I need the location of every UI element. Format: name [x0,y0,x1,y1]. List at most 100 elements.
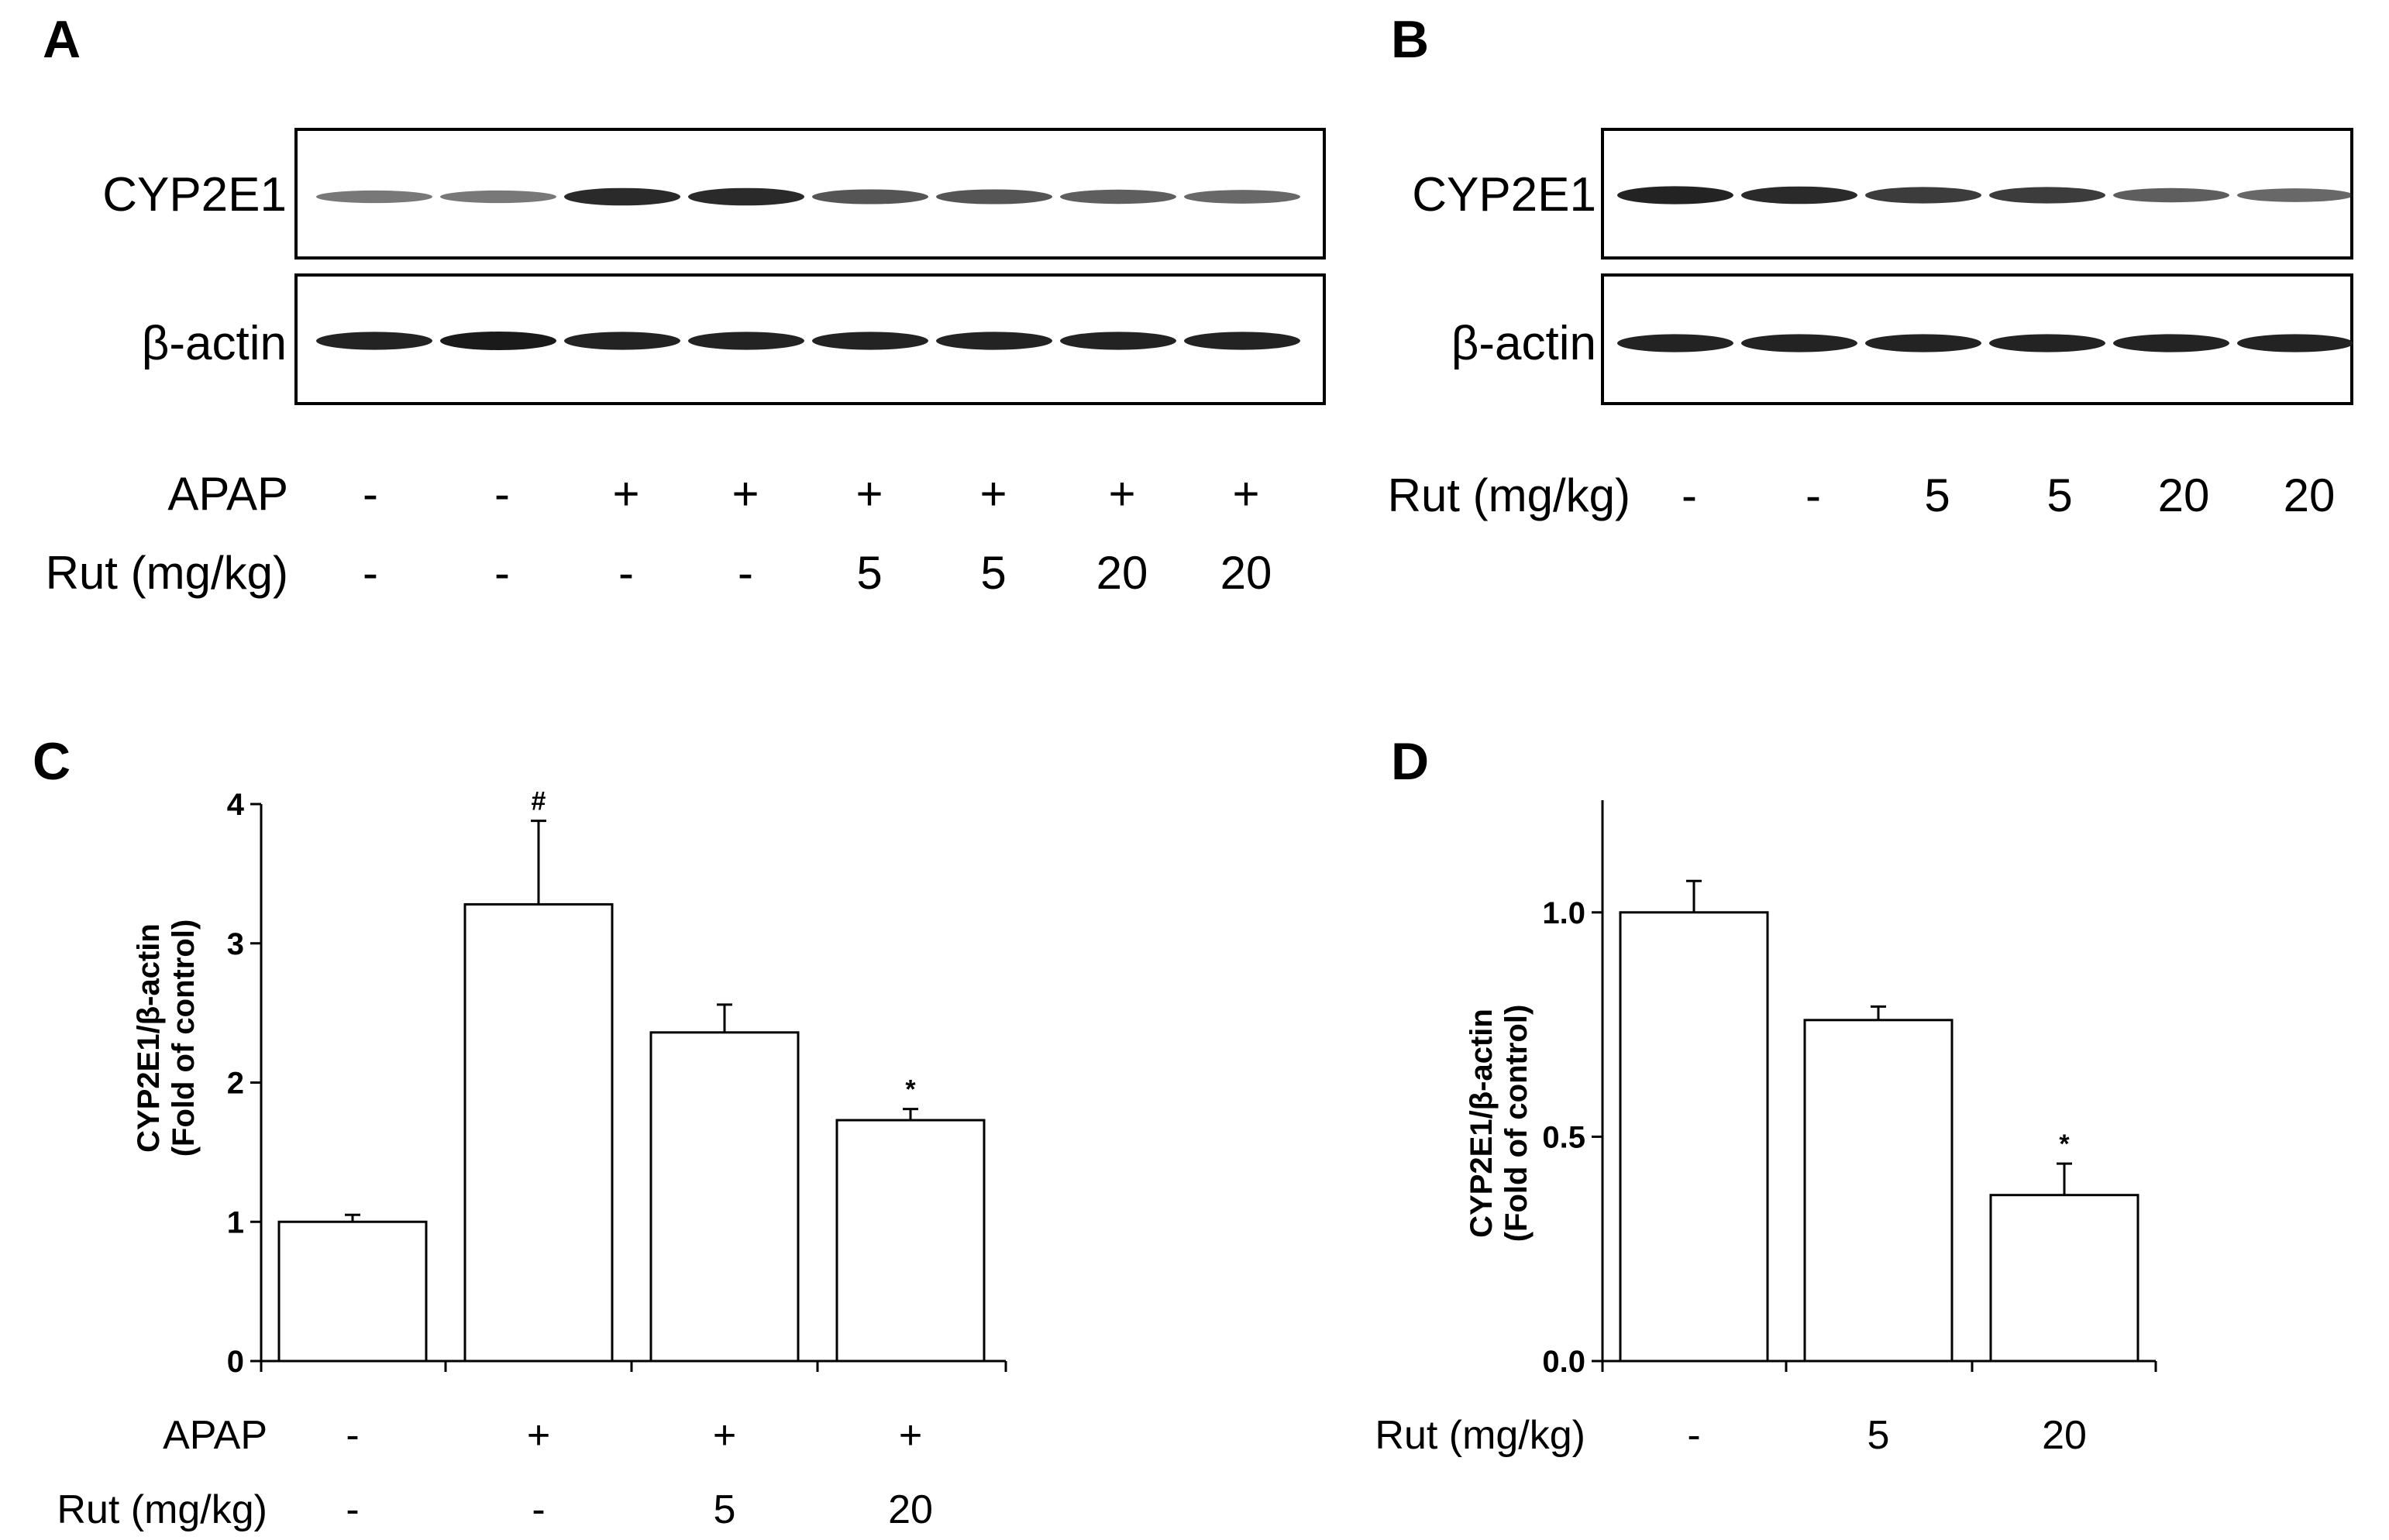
condition-value: 20 [1220,547,1272,599]
bar [463,902,614,1363]
condition-value: + [855,468,883,520]
cyp2e1-band [1060,189,1176,205]
panel-letter-a: A [43,10,81,69]
actin-band [440,332,556,350]
condition-value: 5 [2046,469,2072,521]
bands-b-cyp2e1 [1617,186,2353,205]
cyp2e1-band [812,189,928,205]
y-tick-label: 2 [227,1067,244,1101]
row-a-apap-values: - - + + + + + + [363,468,1260,520]
blot-b-actin-label: β-actin [1451,317,1596,370]
panel-a-conditions: APAP Rut (mg/kg) - - + + + + + + - - - - 5 5 20 20 [46,468,1272,599]
cyp2e1-band [1741,186,1857,205]
actin-band [2237,334,2353,352]
panel-letter-c: C [33,732,71,791]
bar [835,1119,986,1363]
bar [1989,1194,2139,1363]
chart-d-ylabel-line2: (Fold of control) [1499,1005,1534,1243]
condition-value: - [363,468,378,520]
y-tick-label: 0.0 [1542,1345,1585,1379]
row-c-apap-label: APAP [163,1413,267,1458]
condition-value: - [532,1487,545,1532]
chart-d: CYP2E1/β-actin (Fold of control) 0.0 0.5 1… [1375,800,2157,1458]
cyp2e1-band [2113,187,2229,203]
condition-value: 20 [2158,469,2210,521]
condition-value: - [1687,1413,1700,1458]
condition-value: - [1682,469,1697,521]
actin-band [688,332,804,350]
row-a-rut-values: - - - - 5 5 20 20 [363,547,1272,599]
row-d-rut-label: Rut (mg/kg) [1375,1413,1585,1458]
actin-band [564,332,680,350]
chart-c-ylabel-line2: (Fold of control) [167,920,201,1157]
condition-value: - [346,1487,359,1532]
condition-value: 5 [1924,469,1950,521]
actin-band [1060,332,1176,350]
cyp2e1-band [1184,190,1300,204]
condition-value: + [527,1413,550,1458]
blot-a-actin-label: β-actin [142,317,287,370]
condition-value: - [738,547,753,599]
condition-value: + [979,468,1007,520]
condition-value: 5 [856,547,882,599]
condition-value: 5 [980,547,1006,599]
panel-b-conditions: Rut (mg/kg) - - 5 5 20 20 [1388,469,2336,521]
condition-value: - [618,547,634,599]
panel-a-blots: CYP2E1 β-actin [102,128,1326,405]
condition-value: + [899,1413,922,1458]
cyp2e1-band [440,190,556,204]
chart-d-ylabel-line1: CYP2E1/β-actin [1465,1009,1499,1238]
actin-band [1617,334,1733,352]
condition-value: + [1108,468,1135,520]
condition-value: 20 [2042,1413,2087,1458]
significance-mark: # [532,787,546,816]
actin-band [1184,332,1300,350]
significance-mark: * [2059,1129,2070,1159]
bands-a-actin [316,332,1300,350]
cyp2e1-band [936,189,1052,205]
cyp2e1-band [316,190,432,204]
cyp2e1-band [1617,186,1733,205]
blot-b-cyp2e1-label: CYP2E1 [1412,168,1596,222]
panel-b-blots: CYP2E1 β-actin [1412,128,2353,405]
condition-value: - [363,547,378,599]
condition-value: + [732,468,759,520]
row-b-rut-values: - - 5 5 20 20 [1682,469,2335,521]
condition-value: - [346,1413,359,1458]
condition-value: 20 [2284,469,2336,521]
condition-value: - [494,547,510,599]
y-tick-label: 1 [227,1205,244,1239]
y-tick-label: 0.5 [1542,1120,1585,1154]
y-tick-label: 1.0 [1542,896,1585,930]
condition-value: - [494,468,510,520]
cyp2e1-band [564,187,680,206]
cyp2e1-band [688,187,804,206]
row-b-rut-label: Rut (mg/kg) [1388,469,1630,521]
actin-band [316,332,432,350]
chart-c-ylabel-line1: CYP2E1/β-actin [132,923,166,1153]
condition-value: + [1232,468,1259,520]
chart-c: CYP2E1/β-actin (Fold of control) 0 1 2 3 4 # *… [57,787,1007,1532]
actin-band [1865,334,1981,352]
condition-value: 20 [1096,547,1148,599]
row-c-rut-label: Rut (mg/kg) [57,1487,267,1532]
actin-band [2113,334,2229,352]
significance-mark: * [905,1075,916,1105]
condition-value: 20 [888,1487,933,1532]
cyp2e1-band [1865,187,1981,204]
row-a-apap-label: APAP [167,468,288,520]
y-tick-label: 3 [227,927,244,961]
condition-value: + [713,1413,736,1458]
actin-band [1741,334,1857,352]
bar [1619,911,1769,1363]
panel-letter-b: B [1391,10,1429,69]
actin-band [812,332,928,350]
actin-band [1989,334,2105,352]
condition-value: 5 [714,1487,736,1532]
y-tick-label: 4 [227,788,245,822]
condition-value: 5 [1867,1413,1890,1458]
condition-value: + [612,468,639,520]
bar [1803,1019,1954,1363]
bands-b-actin [1617,334,2353,352]
